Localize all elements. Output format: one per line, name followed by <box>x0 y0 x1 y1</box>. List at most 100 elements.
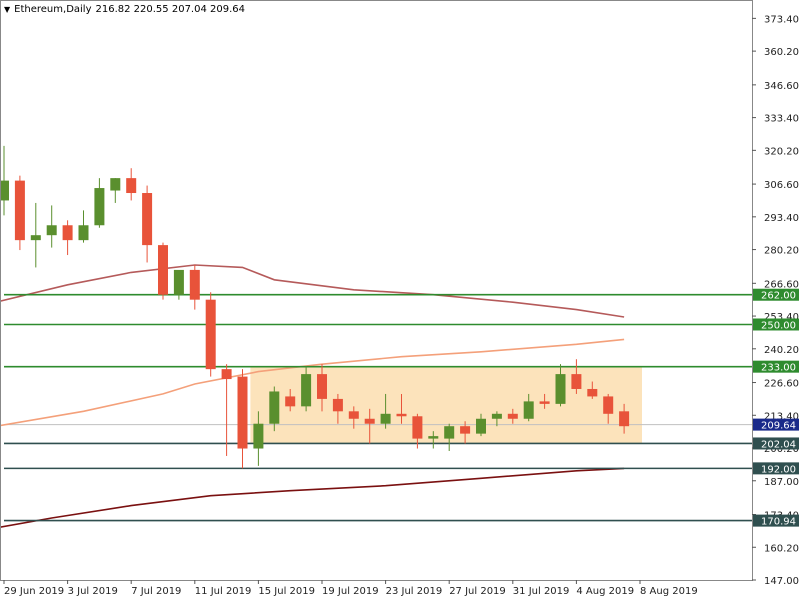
x-tick-label: 23 Jul 2019 <box>386 586 443 597</box>
candle-body <box>507 413 518 419</box>
candle-body <box>269 391 280 424</box>
candle-body <box>158 245 168 295</box>
candle[interactable] <box>237 369 248 469</box>
candle[interactable] <box>571 359 582 394</box>
candle-body <box>523 401 534 419</box>
candle[interactable] <box>46 205 57 248</box>
candles[interactable] <box>0 145 630 469</box>
candle-body <box>301 374 312 407</box>
candle[interactable] <box>126 168 137 201</box>
candle-body <box>476 418 486 434</box>
candle-body <box>221 369 232 380</box>
candle[interactable] <box>221 364 232 456</box>
candle[interactable] <box>348 406 359 429</box>
candle[interactable] <box>173 269 184 300</box>
candle[interactable] <box>0 145 9 216</box>
y-tick-label: 147.00 <box>764 576 799 587</box>
candle[interactable] <box>619 403 630 434</box>
level-labels: 262.00 250.00 233.00 202.04 192.00 170.94 209.… <box>753 288 799 528</box>
candle-body <box>126 178 137 194</box>
y-tick-label: 280.20 <box>764 246 799 257</box>
label-box <box>753 288 799 301</box>
candle-body <box>317 374 327 399</box>
x-tick-label: 3 Jul 2019 <box>68 586 118 597</box>
candle[interactable] <box>142 185 153 263</box>
label-text: 262.00 <box>761 291 796 302</box>
candle-body <box>428 436 439 439</box>
candle[interactable] <box>364 408 375 444</box>
candle[interactable] <box>269 386 280 432</box>
label-text: 202.04 <box>761 439 796 450</box>
y-tick-label: 306.60 <box>764 180 799 191</box>
x-tick-label: 19 Jul 2019 <box>322 586 379 597</box>
candle[interactable] <box>332 393 343 424</box>
candle[interactable] <box>14 175 25 251</box>
chart-header: ▼ Ethereum,Daily 216.82 220.55 207.04 20… <box>4 4 245 15</box>
candle[interactable] <box>491 411 502 427</box>
candle[interactable] <box>158 242 168 300</box>
candle[interactable] <box>110 178 121 203</box>
candle-body <box>46 225 57 236</box>
candle[interactable] <box>62 220 73 256</box>
y-tick-label: 266.60 <box>764 279 799 290</box>
candle[interactable] <box>555 364 566 407</box>
candle-body <box>380 413 391 424</box>
candle[interactable] <box>460 421 471 444</box>
candle-body <box>412 416 423 439</box>
candle[interactable] <box>523 393 534 422</box>
candle[interactable] <box>539 393 550 409</box>
candle-body <box>364 418 375 424</box>
y-tick-label: 360.20 <box>764 47 799 58</box>
candle-body <box>491 413 502 419</box>
label-box <box>753 360 799 373</box>
candle-body <box>444 426 455 439</box>
candle[interactable] <box>380 393 391 429</box>
candle[interactable] <box>285 388 296 412</box>
candle-body <box>587 388 598 397</box>
candle[interactable] <box>444 423 455 452</box>
candle[interactable] <box>30 202 41 268</box>
candle[interactable] <box>205 292 216 377</box>
candle[interactable] <box>603 393 614 424</box>
candle[interactable] <box>476 413 486 437</box>
plot-border <box>0 0 753 581</box>
candle[interactable] <box>94 178 105 228</box>
level-label-192-00: 192.00 <box>753 462 799 475</box>
label-text: 250.00 <box>761 320 796 331</box>
ma-slow-line <box>0 467 625 529</box>
candle[interactable] <box>396 393 407 424</box>
candle[interactable] <box>412 413 423 449</box>
candle-body <box>173 269 184 295</box>
candle-body <box>30 235 41 241</box>
horizontal-levels[interactable] <box>4 293 752 522</box>
label-text: 233.00 <box>761 363 796 374</box>
triangle-down-icon[interactable]: ▼ <box>4 5 11 14</box>
candle-body <box>0 180 9 201</box>
y-tick-label: 373.40 <box>764 14 799 25</box>
candle[interactable] <box>189 264 200 310</box>
ma-fast-line <box>0 338 625 427</box>
candle-body <box>110 178 121 191</box>
ohlc-values: 216.82 220.55 207.04 209.64 <box>95 4 246 15</box>
y-tick-label: 253.40 <box>764 312 799 323</box>
candle-body <box>78 225 89 241</box>
label-box <box>753 437 799 450</box>
x-tick-label: 7 Jul 2019 <box>131 586 181 597</box>
y-tick-label: 333.40 <box>764 114 799 125</box>
symbol-label: Ethereum,Daily <box>14 4 92 15</box>
candle[interactable] <box>301 366 312 412</box>
candle-body <box>253 423 264 449</box>
current-price-label: 209.64 <box>753 418 799 432</box>
candle-body <box>94 188 105 226</box>
candle[interactable] <box>428 431 439 449</box>
candle[interactable] <box>317 364 327 412</box>
candle[interactable] <box>587 381 598 399</box>
candle[interactable] <box>78 210 89 243</box>
time-axis[interactable]: 29 Jun 2019 3 Jul 2019 7 Jul 2019 11 Jul 20… <box>3 580 698 597</box>
label-box <box>753 318 799 331</box>
candle[interactable] <box>507 408 518 424</box>
candle[interactable] <box>253 411 264 466</box>
label-box <box>753 514 799 527</box>
candle-body <box>189 269 200 300</box>
